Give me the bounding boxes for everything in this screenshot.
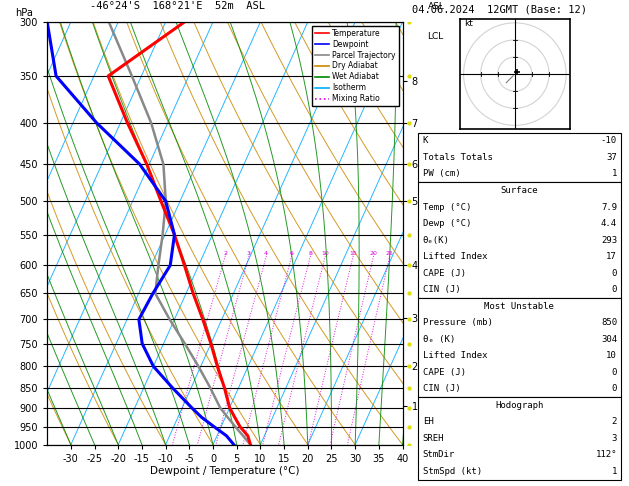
Text: 2: 2 [223, 251, 227, 257]
Text: Dewp (°C): Dewp (°C) [423, 219, 471, 228]
Text: 0: 0 [611, 285, 617, 294]
Text: 7.9: 7.9 [601, 203, 617, 211]
Text: LCL: LCL [428, 32, 443, 41]
Text: 37: 37 [606, 153, 617, 162]
Text: 10: 10 [606, 351, 617, 360]
Text: 0: 0 [611, 368, 617, 377]
Text: StmDir: StmDir [423, 451, 455, 459]
Y-axis label: Mixing Ratio (g/kg): Mixing Ratio (g/kg) [450, 191, 460, 276]
Text: CAPE (J): CAPE (J) [423, 269, 465, 278]
Text: Totals Totals: Totals Totals [423, 153, 493, 162]
Text: 3: 3 [247, 251, 251, 257]
Text: 1: 1 [611, 467, 617, 476]
Text: Lifted Index: Lifted Index [423, 351, 487, 360]
Text: SREH: SREH [423, 434, 444, 443]
Text: 20: 20 [369, 251, 377, 257]
Text: StmSpd (kt): StmSpd (kt) [423, 467, 482, 476]
X-axis label: Dewpoint / Temperature (°C): Dewpoint / Temperature (°C) [150, 467, 299, 476]
Text: 17: 17 [606, 252, 617, 261]
Text: CIN (J): CIN (J) [423, 285, 460, 294]
Text: CAPE (J): CAPE (J) [423, 368, 465, 377]
Text: 15: 15 [349, 251, 357, 257]
Text: Lifted Index: Lifted Index [423, 252, 487, 261]
Text: 1: 1 [611, 170, 617, 178]
Text: 8: 8 [308, 251, 312, 257]
Text: 112°: 112° [596, 451, 617, 459]
Text: 304: 304 [601, 335, 617, 344]
Text: 6: 6 [290, 251, 294, 257]
Text: -10: -10 [601, 137, 617, 145]
Text: Hodograph: Hodograph [495, 401, 543, 410]
Text: Temp (°C): Temp (°C) [423, 203, 471, 211]
Text: θₑ (K): θₑ (K) [423, 335, 455, 344]
Text: 850: 850 [601, 318, 617, 327]
Legend: Temperature, Dewpoint, Parcel Trajectory, Dry Adiabat, Wet Adiabat, Isotherm, Mi: Temperature, Dewpoint, Parcel Trajectory… [313, 26, 399, 106]
Text: kt: kt [465, 19, 474, 28]
Text: 4: 4 [264, 251, 268, 257]
Text: Pressure (mb): Pressure (mb) [423, 318, 493, 327]
Text: PW (cm): PW (cm) [423, 170, 460, 178]
Text: K: K [423, 137, 428, 145]
Text: © weatheronline.co.uk: © weatheronline.co.uk [463, 471, 576, 480]
Text: 0: 0 [611, 269, 617, 278]
Text: CIN (J): CIN (J) [423, 384, 460, 393]
Text: 2: 2 [611, 417, 617, 426]
Text: Surface: Surface [501, 186, 538, 195]
Text: 0: 0 [611, 384, 617, 393]
Text: EH: EH [423, 417, 433, 426]
Text: -46°24'S  168°21'E  52m  ASL: -46°24'S 168°21'E 52m ASL [90, 1, 265, 11]
Text: Most Unstable: Most Unstable [484, 302, 554, 311]
Text: 293: 293 [601, 236, 617, 244]
Text: 4.4: 4.4 [601, 219, 617, 228]
Text: hPa: hPa [15, 8, 33, 17]
Text: θₑ(K): θₑ(K) [423, 236, 450, 244]
Text: 25: 25 [386, 251, 394, 257]
Text: 3: 3 [611, 434, 617, 443]
Text: km
ASL: km ASL [428, 0, 444, 11]
Text: 04.06.2024  12GMT (Base: 12): 04.06.2024 12GMT (Base: 12) [412, 5, 587, 15]
Text: 10: 10 [321, 251, 329, 257]
